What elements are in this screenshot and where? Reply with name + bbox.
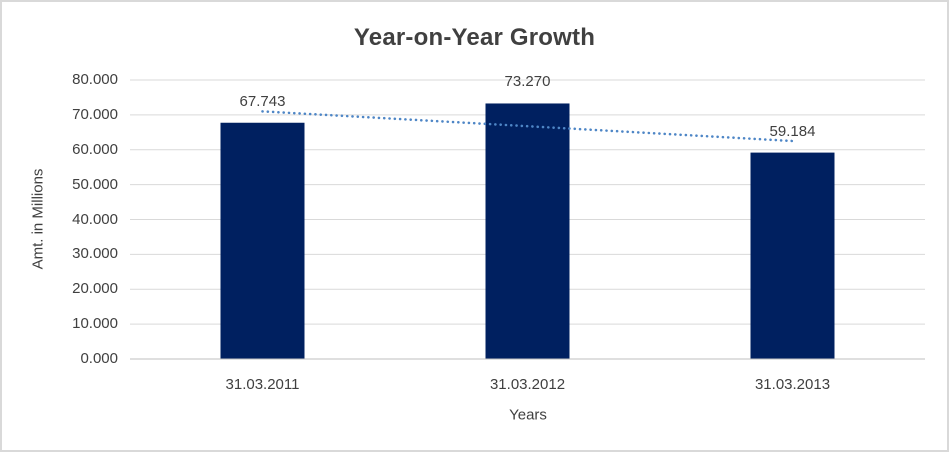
y-tick-label: 20.000 xyxy=(72,280,118,298)
y-tick-label: 0.000 xyxy=(80,350,118,367)
y-axis-title: Amt. in Millions xyxy=(29,168,47,270)
y-tick-label: 10.000 xyxy=(72,315,118,333)
y-tick-label: 50.000 xyxy=(72,175,118,193)
x-tick-label: 31.03.2013 xyxy=(754,376,831,393)
bar-31.03.2011 xyxy=(220,122,305,360)
data-label: 67.743 xyxy=(239,92,286,110)
x-axis-title: Years xyxy=(509,406,547,424)
y-tick-label: 70.000 xyxy=(72,105,118,123)
data-label: 73.270 xyxy=(504,73,551,91)
x-tick-label: 31.03.2012 xyxy=(489,376,566,393)
data-label: 59.184 xyxy=(769,122,816,140)
x-tick-label: 31.03.2011 xyxy=(225,376,300,393)
trendline xyxy=(261,110,794,143)
y-tick-label: 60.000 xyxy=(72,140,118,158)
y-tick-label: 30.000 xyxy=(72,245,118,263)
y-tick-label: 40.000 xyxy=(72,210,118,228)
bar-31.03.2012 xyxy=(485,103,570,359)
chart-title: Year-on-Year Growth xyxy=(353,24,596,51)
y-tick-label: 80.000 xyxy=(72,71,118,88)
bar-31.03.2013 xyxy=(750,152,835,359)
